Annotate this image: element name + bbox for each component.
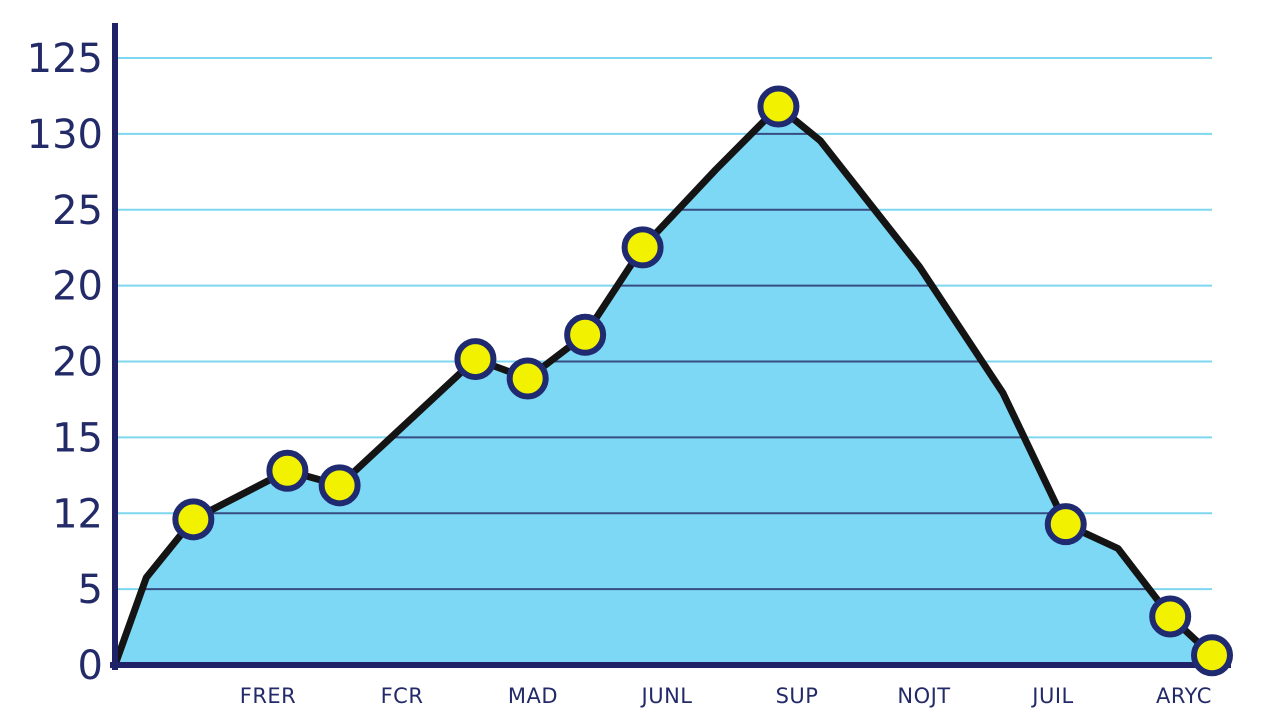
data-point	[506, 357, 549, 400]
data-point	[1191, 634, 1233, 677]
data-point	[1149, 595, 1192, 638]
y-tick-label: 5	[78, 567, 103, 613]
data-points	[172, 85, 1233, 677]
series-area-fill	[115, 106, 1212, 666]
data-point	[172, 498, 215, 541]
x-tick-label: FRER	[240, 684, 297, 708]
y-tick-label: 0	[78, 643, 103, 689]
x-tick-label: JUNL	[640, 684, 693, 708]
data-point	[266, 449, 309, 492]
data-point	[318, 464, 361, 507]
y-tick-label: 130	[27, 112, 103, 158]
y-tick-label: 20	[52, 340, 103, 386]
x-tick-label: NOJT	[897, 684, 950, 708]
data-point	[454, 338, 497, 381]
y-tick-label: 12	[52, 491, 103, 537]
x-tick-label: FCR	[381, 684, 424, 708]
y-tick-label: 125	[27, 36, 103, 82]
x-tick-label: MAD	[508, 684, 558, 708]
data-point	[621, 226, 664, 269]
x-tick-label: SUP	[776, 684, 819, 708]
x-tick-label: JUIL	[1030, 684, 1073, 708]
y-tick-label: 25	[52, 188, 103, 234]
data-point	[564, 313, 607, 356]
data-point	[1044, 503, 1087, 546]
y-tick-label: 20	[52, 264, 103, 310]
x-axis-ticks: FRER FCR MAD JUNL SUP NOJT JUIL ARYC	[240, 684, 1212, 708]
y-tick-label: 15	[52, 415, 103, 461]
data-point	[757, 85, 800, 128]
axes	[110, 23, 1231, 670]
x-tick-label: ARYC	[1156, 684, 1212, 708]
